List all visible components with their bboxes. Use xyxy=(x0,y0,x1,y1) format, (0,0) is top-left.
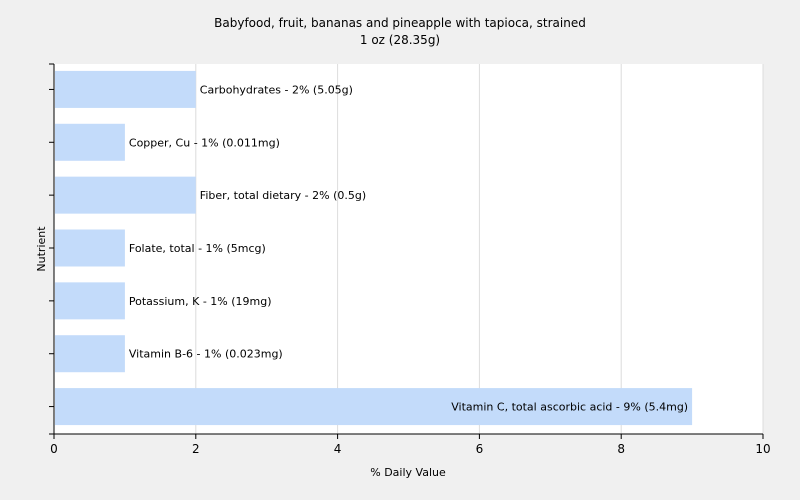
x-axis-ticks: 0 2 4 6 8 10 xyxy=(50,434,771,456)
y-axis-ticks xyxy=(49,63,54,435)
bar-label: Copper, Cu - 1% (0.011mg) xyxy=(129,136,280,149)
chart-title: Babyfood, fruit, bananas and pineapple w… xyxy=(214,16,586,30)
bar xyxy=(55,70,196,108)
bar-label: Potassium, K - 1% (19mg) xyxy=(129,295,272,308)
x-axis-title: % Daily Value xyxy=(370,466,446,479)
bar-label: Vitamin B-6 - 1% (0.023mg) xyxy=(129,348,283,361)
bar xyxy=(55,282,125,320)
bar xyxy=(55,123,125,161)
bar-label: Vitamin C, total ascorbic acid - 9% (5.4… xyxy=(451,401,688,414)
x-tick-label: 2 xyxy=(192,442,200,456)
y-axis-title: Nutrient xyxy=(35,226,48,272)
bar-label: Folate, total - 1% (5mcg) xyxy=(129,242,266,255)
grid-lines xyxy=(195,64,764,434)
bar-label: Fiber, total dietary - 2% (0.5g) xyxy=(200,189,366,202)
plot-area xyxy=(54,64,763,434)
x-tick-label: 6 xyxy=(476,442,484,456)
x-tick-label: 0 xyxy=(50,442,58,456)
bar xyxy=(55,229,125,267)
bar xyxy=(55,335,125,373)
bar xyxy=(55,388,693,426)
bar-label: Carbohydrates - 2% (5.05g) xyxy=(200,83,353,96)
x-tick-label: 10 xyxy=(755,442,770,456)
x-tick-label: 8 xyxy=(617,442,625,456)
bars xyxy=(55,70,693,426)
bar xyxy=(55,176,196,214)
chart-subtitle: 1 oz (28.35g) xyxy=(360,33,440,47)
bar-labels: Carbohydrates - 2% (5.05g) Copper, Cu - 1… xyxy=(129,83,688,413)
x-tick-label: 4 xyxy=(334,442,342,456)
